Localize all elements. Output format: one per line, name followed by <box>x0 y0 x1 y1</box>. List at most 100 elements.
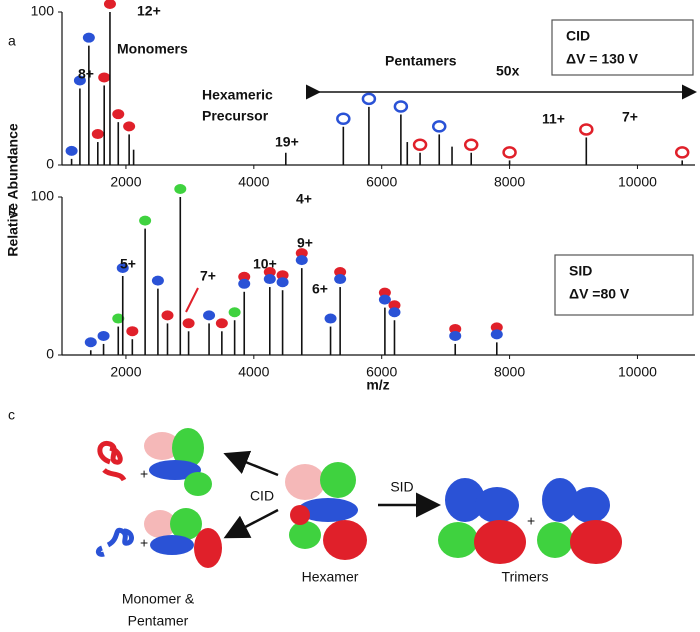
charge-marker <box>449 323 462 334</box>
charge-marker <box>393 100 409 113</box>
pointer-line <box>185 287 199 313</box>
annotation: 12+ <box>137 3 161 19</box>
charge-marker <box>98 72 111 83</box>
charge-marker <box>449 330 462 341</box>
plus-sign: + <box>140 466 148 482</box>
charge-marker <box>334 267 347 278</box>
charge-marker <box>65 145 78 156</box>
charge-marker <box>84 337 97 348</box>
x-tick-label: 2000 <box>110 364 141 380</box>
trimer-structure <box>537 478 622 564</box>
pentamer-structure <box>144 428 212 496</box>
charge-marker <box>378 294 391 305</box>
annotation: 9+ <box>297 235 313 251</box>
charge-marker <box>334 274 347 285</box>
condition-box <box>554 254 694 316</box>
annotation: 5+ <box>120 256 136 272</box>
charge-marker <box>182 318 195 329</box>
annotation: Precursor <box>202 108 269 124</box>
y-tick-label: 0 <box>46 346 54 362</box>
charge-marker <box>91 129 104 140</box>
charge-marker <box>295 255 308 266</box>
x-tick-label: 4000 <box>238 174 269 190</box>
panel-label: b <box>8 203 16 219</box>
annotation: 7+ <box>622 109 638 125</box>
x-tick-label: 8000 <box>494 174 525 190</box>
box-condition: ΔV =80 V <box>569 286 630 302</box>
x-tick-label: 10000 <box>618 364 657 380</box>
annotation: Monomers <box>117 41 188 57</box>
charge-marker <box>336 112 351 125</box>
y-axis-label: Relative Abundance <box>5 123 21 257</box>
charge-marker <box>228 307 241 318</box>
charge-marker <box>463 138 479 152</box>
annotation: Hexameric <box>202 87 273 103</box>
annotation: 8+ <box>78 66 94 82</box>
structure-label: Monomer & <box>122 591 195 607</box>
charge-marker <box>276 270 289 281</box>
annotation: 11+ <box>542 111 565 127</box>
charge-marker <box>82 32 95 43</box>
charge-marker <box>174 184 187 194</box>
charge-marker <box>263 274 276 285</box>
structure-label: Hexamer <box>302 569 359 585</box>
charge-marker <box>502 146 517 159</box>
box-title: SID <box>569 263 592 279</box>
charge-marker <box>263 267 276 278</box>
charge-marker <box>116 263 129 273</box>
charge-marker <box>161 310 174 321</box>
charge-marker <box>73 75 86 86</box>
charge-marker <box>112 313 125 324</box>
charge-marker <box>412 138 428 152</box>
charge-marker <box>674 146 690 159</box>
plus-sign: + <box>527 513 535 529</box>
x-tick-label: 8000 <box>494 364 525 380</box>
charge-marker <box>361 92 377 106</box>
annotation: 10+ <box>253 256 277 272</box>
panel-label: a <box>8 33 16 49</box>
pentamer-structure <box>144 508 222 568</box>
charge-marker <box>238 278 251 289</box>
plus-sign: + <box>140 535 148 551</box>
x-tick-label: 10000 <box>618 174 657 190</box>
charge-marker <box>112 109 125 120</box>
arrow-label: SID <box>390 479 413 495</box>
panel-label: c <box>8 407 15 423</box>
arrow <box>223 450 279 477</box>
charge-marker <box>203 310 216 321</box>
charge-marker <box>431 120 447 133</box>
charge-marker <box>215 318 228 329</box>
annotation: 50x <box>496 63 520 79</box>
arrow <box>223 508 279 539</box>
charge-marker <box>238 271 251 282</box>
charge-marker <box>324 313 337 324</box>
x-tick-label: 6000 <box>366 364 397 380</box>
condition-box <box>551 19 694 76</box>
charge-marker <box>151 275 164 286</box>
y-tick-label: 100 <box>31 188 55 204</box>
charge-marker <box>378 287 391 298</box>
y-tick-label: 0 <box>46 156 54 172</box>
hexamer-structure <box>285 462 367 560</box>
charge-marker <box>388 307 401 318</box>
arrow-label: CID <box>250 488 274 504</box>
monomer-red <box>97 440 127 482</box>
x-tick-label: 2000 <box>110 174 141 190</box>
charge-marker <box>490 329 503 340</box>
annotation: Pentamers <box>385 53 457 69</box>
structure-label: Trimers <box>502 569 549 585</box>
charge-marker <box>97 330 110 341</box>
y-tick-label: 100 <box>31 3 55 19</box>
charge-marker <box>123 121 136 132</box>
monomer-blue <box>95 527 134 557</box>
charge-marker <box>126 326 139 337</box>
annotation: 4+ <box>296 191 312 207</box>
charge-marker <box>490 322 503 333</box>
diagram <box>95 428 622 568</box>
x-tick-label: 6000 <box>366 174 397 190</box>
trimer-structure <box>438 478 526 564</box>
charge-marker <box>276 277 289 288</box>
x-axis-label: m/z <box>366 377 389 393</box>
